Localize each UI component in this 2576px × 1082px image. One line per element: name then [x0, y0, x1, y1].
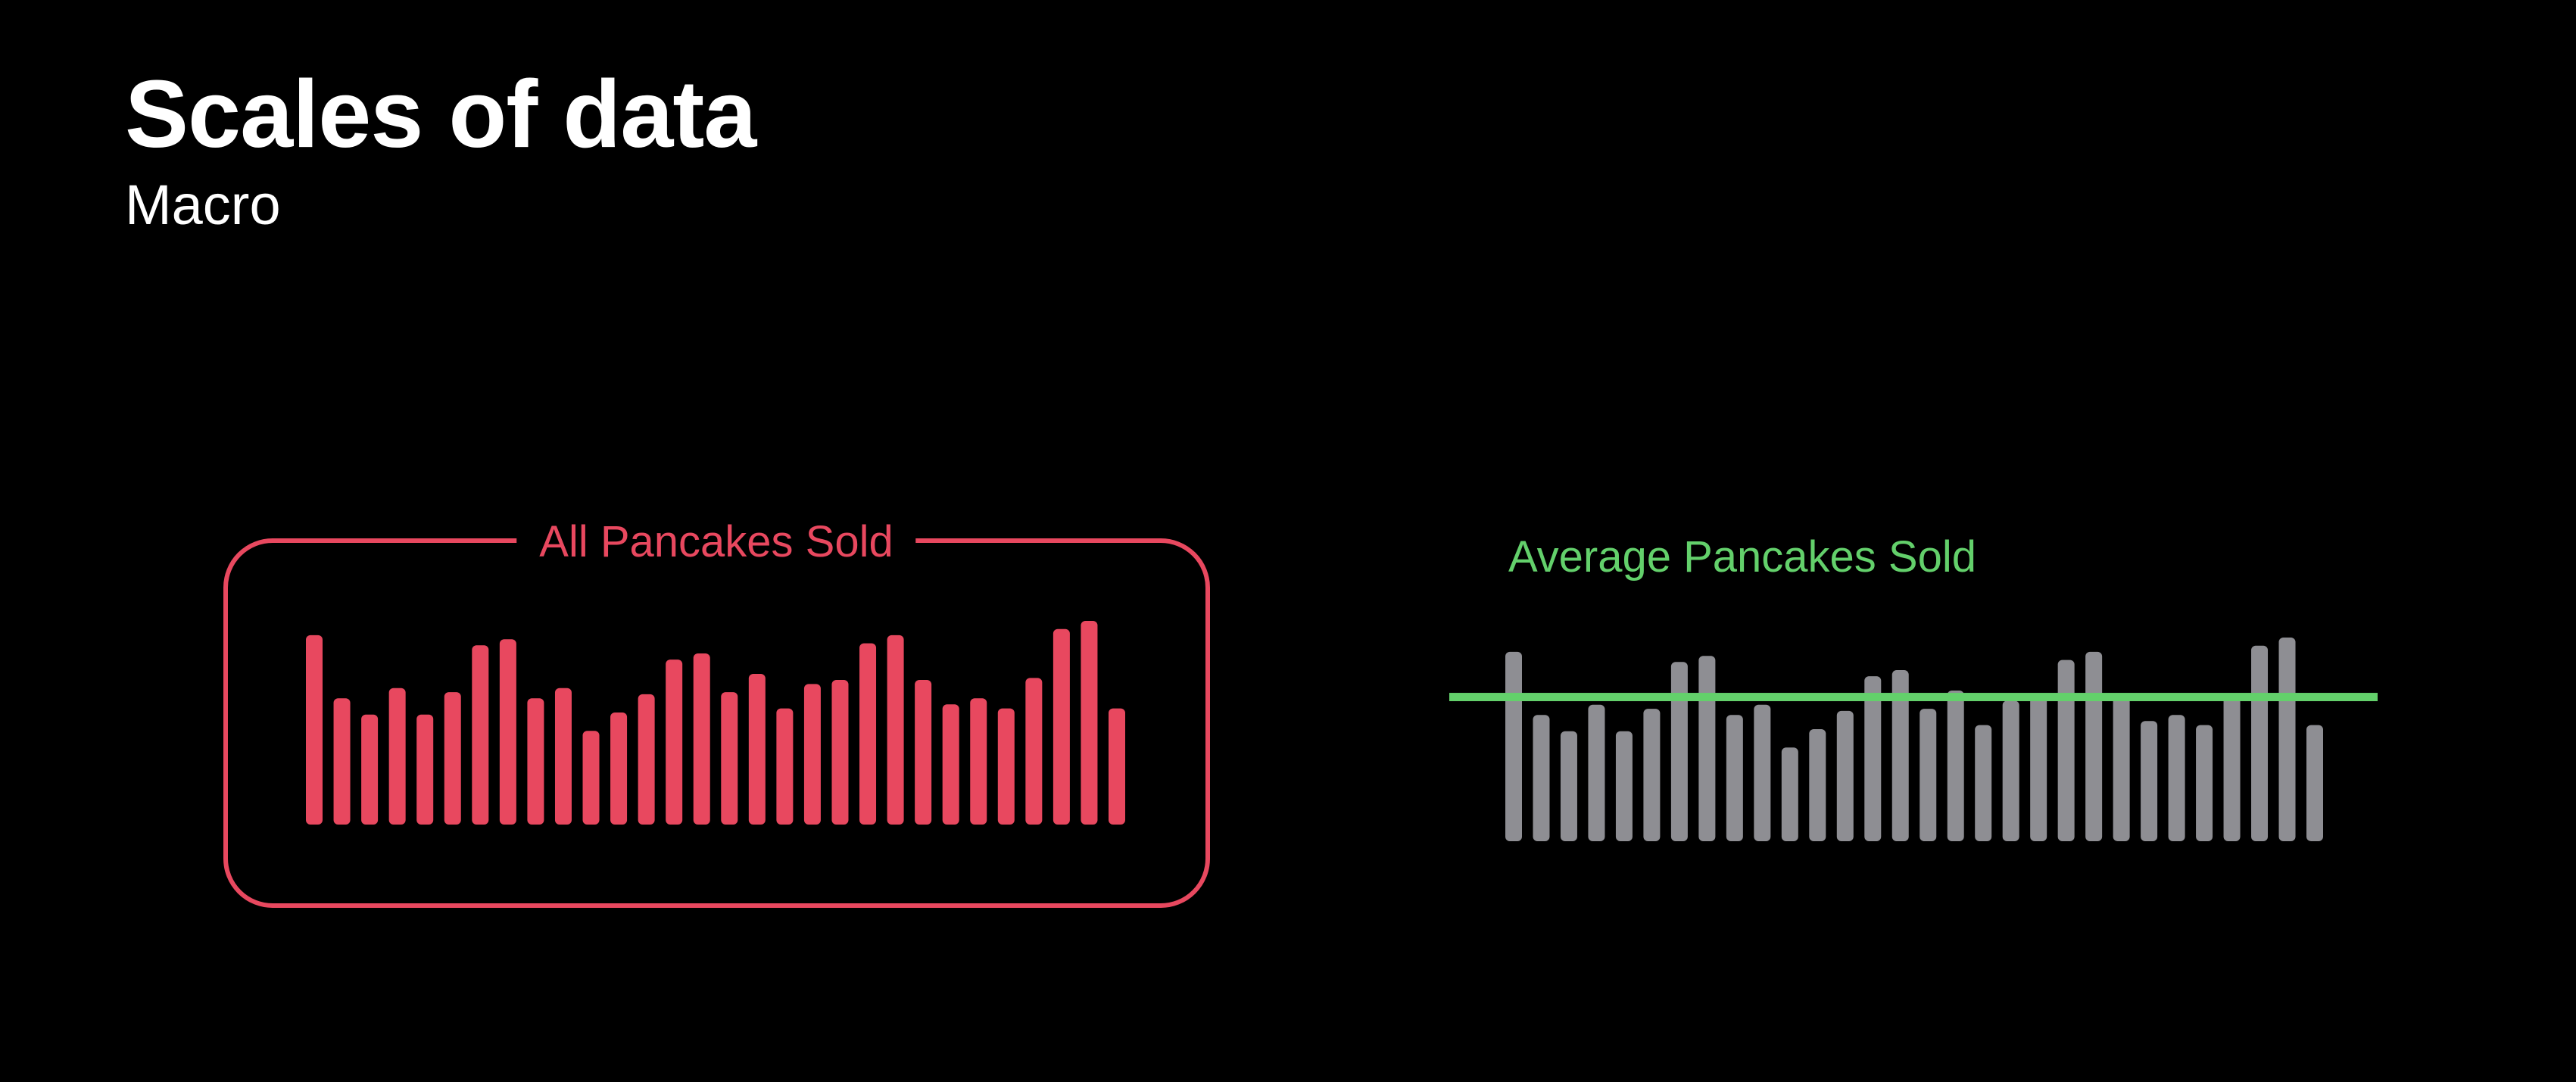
bar	[527, 698, 544, 825]
page-subtitle: Macro	[125, 173, 281, 236]
bar	[1025, 678, 1043, 825]
bar	[1836, 710, 1854, 841]
bar	[831, 680, 849, 825]
bar	[997, 708, 1015, 825]
bar	[2141, 721, 2158, 841]
bar	[1109, 708, 1125, 825]
bar	[693, 653, 710, 825]
bar	[1053, 628, 1070, 825]
bar	[444, 692, 461, 825]
bar	[2278, 638, 2296, 841]
bar	[1615, 731, 1633, 841]
bar	[2168, 715, 2185, 841]
bar	[361, 714, 379, 825]
bar	[721, 692, 738, 825]
bar	[887, 635, 904, 825]
bar	[776, 708, 794, 825]
bar	[1560, 731, 1577, 841]
bar	[2223, 694, 2241, 841]
bar	[2002, 700, 2019, 841]
bar	[2306, 725, 2323, 841]
bar	[333, 698, 351, 825]
bar	[2113, 697, 2130, 841]
bar	[1698, 656, 1716, 841]
bar	[388, 688, 406, 825]
bar	[1726, 715, 1743, 841]
bar	[803, 684, 821, 825]
bar	[2196, 725, 2213, 841]
bar	[582, 731, 600, 825]
bar	[1781, 747, 1798, 841]
bar	[2057, 659, 2075, 841]
bar	[1920, 709, 1937, 841]
bar	[1670, 662, 1688, 841]
bar	[748, 673, 766, 825]
average-pancakes-bars	[1505, 638, 2323, 841]
bar	[1947, 690, 1964, 841]
bar	[2030, 697, 2047, 841]
bar	[915, 680, 932, 825]
bar	[2085, 651, 2103, 841]
bar	[1975, 725, 1992, 841]
bar	[638, 694, 655, 825]
average-pancakes-label: Average Pancakes Sold	[1508, 532, 1977, 582]
all-pancakes-bars	[306, 621, 1125, 825]
bar	[416, 714, 434, 825]
bar	[1081, 621, 1098, 825]
bar	[1588, 704, 1605, 841]
bar	[499, 639, 516, 825]
bar	[306, 635, 323, 825]
bar	[859, 643, 877, 825]
average-line	[1449, 693, 2378, 702]
bar	[1864, 676, 1882, 841]
bar	[1643, 709, 1661, 841]
bar	[1533, 715, 1550, 841]
all-pancakes-label: All Pancakes Sold	[516, 516, 916, 567]
bar	[1891, 670, 1909, 841]
bar	[554, 688, 572, 825]
bar	[472, 645, 489, 825]
bar	[942, 704, 959, 825]
bar	[666, 659, 683, 825]
bar	[1505, 651, 1522, 841]
bar	[610, 712, 628, 825]
bar	[2251, 645, 2269, 841]
bar	[1809, 729, 1826, 841]
page-title: Scales of data	[125, 61, 756, 167]
bar	[970, 698, 987, 825]
bar	[1754, 704, 1771, 841]
